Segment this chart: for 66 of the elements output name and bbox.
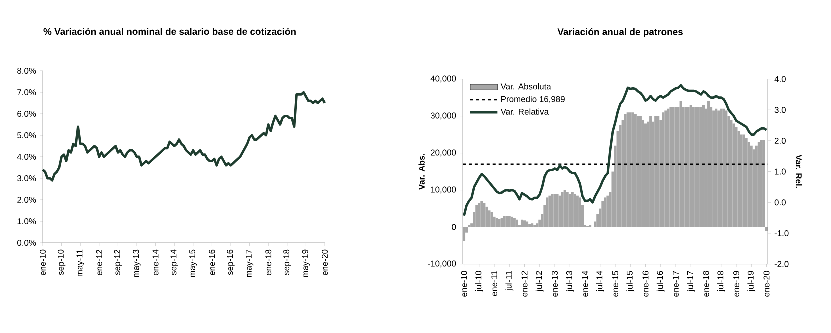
y-tick-label: 5.0% bbox=[18, 132, 36, 138]
chart-title: % Variación anual nominal de salario base de cotización bbox=[44, 28, 296, 36]
y2-axis-title: Var. Rel. bbox=[796, 154, 802, 188]
y-tick-label: 1.0% bbox=[18, 218, 36, 224]
x-tick-label: ene-10 bbox=[461, 271, 468, 297]
x-tick-label: jul-11 bbox=[506, 271, 514, 292]
x-tick-label: sep-10 bbox=[58, 250, 66, 276]
x-tick-label: jul-12 bbox=[536, 271, 544, 292]
x-tick-label: jul-16 bbox=[656, 271, 665, 292]
x-tick-label: jul-17 bbox=[687, 271, 696, 292]
y-tick-label: 3.0% bbox=[18, 176, 36, 182]
y-axis-title: Var. Abs. bbox=[418, 154, 425, 190]
x-tick-label: may-19 bbox=[302, 250, 310, 278]
x-tick-label: may-13 bbox=[133, 250, 141, 278]
x-tick-label: jul-15 bbox=[626, 271, 635, 292]
x-tick-label: ene-10 bbox=[40, 250, 46, 276]
y-tick-label: 7.0% bbox=[18, 90, 36, 96]
x-tick-label: ene-14 bbox=[152, 250, 159, 276]
y-tick-label: 0.0% bbox=[18, 240, 36, 246]
x-tick-label: may-11 bbox=[76, 250, 84, 277]
y2-tick-label: 0.0 bbox=[774, 200, 786, 206]
y-tick-label: 0 bbox=[452, 224, 456, 230]
y-tick-label: 8.0% bbox=[18, 68, 36, 74]
x-tick-label: ene-11 bbox=[492, 271, 498, 296]
x-tick-label: ene-16 bbox=[209, 250, 216, 276]
x-tick-label: jul-10 bbox=[475, 271, 484, 292]
x-tick-label: sep-12 bbox=[114, 250, 122, 276]
x-tick-label: jul-18 bbox=[717, 271, 726, 292]
y2-tick-label: 3.0 bbox=[774, 107, 786, 114]
x-tick-label: ene-18 bbox=[266, 250, 272, 276]
y-tick-label: 20,000 bbox=[431, 150, 456, 157]
x-tick-label: jul-14 bbox=[596, 271, 604, 292]
y-tick-label: -10,000 bbox=[428, 260, 456, 268]
y2-tick-label: 1.0 bbox=[775, 168, 786, 175]
y-tick-label: 10,000 bbox=[431, 186, 456, 194]
x-tick-label: sep-14 bbox=[170, 250, 178, 276]
x-tick-label: ene-12 bbox=[96, 250, 102, 276]
y-tick-label: 6.0% bbox=[18, 111, 36, 117]
x-tick-label: may-15 bbox=[190, 250, 198, 278]
y2-tick-label: -2.0 bbox=[774, 261, 789, 268]
y-tick-label: 40,000 bbox=[430, 76, 456, 83]
x-tick-label: ene-20 bbox=[322, 250, 328, 276]
y-tick-label: 30,000 bbox=[430, 112, 456, 120]
y2-tick-label: -1.0 bbox=[774, 230, 789, 236]
legend-label: Var. Relativa bbox=[500, 108, 549, 115]
x-tick-label: ene-14 bbox=[582, 271, 588, 297]
chart-title: Variación anual de patrones bbox=[558, 28, 683, 38]
x-tick-label: ene-17 bbox=[673, 271, 679, 297]
legend-label: Var. Absoluta bbox=[500, 83, 552, 90]
x-tick-label: jul-13 bbox=[566, 271, 574, 292]
x-tick-label: jul-19 bbox=[748, 271, 756, 292]
y2-tick-label: 4.0 bbox=[774, 76, 786, 82]
x-tick-label: ene-19 bbox=[734, 271, 740, 297]
x-tick-label: sep-18 bbox=[284, 250, 292, 276]
x-tick-label: ene-13 bbox=[552, 271, 558, 297]
y-tick-label: 2.0% bbox=[18, 197, 36, 203]
legend-label: Promedio 16,989 bbox=[502, 96, 565, 104]
x-tick-label: sep-16 bbox=[227, 250, 235, 276]
x-tick-label: ene-16 bbox=[642, 271, 649, 297]
x-tick-label: ene-18 bbox=[703, 271, 710, 297]
x-tick-label: ene-20 bbox=[764, 271, 770, 297]
x-tick-label: ene-15 bbox=[612, 271, 618, 297]
x-tick-label: may-17 bbox=[246, 250, 254, 278]
x-tick-label: ene-12 bbox=[522, 271, 528, 297]
y-tick-label: 4.0% bbox=[17, 154, 36, 160]
y2-tick-label: 2.0 bbox=[774, 138, 786, 144]
